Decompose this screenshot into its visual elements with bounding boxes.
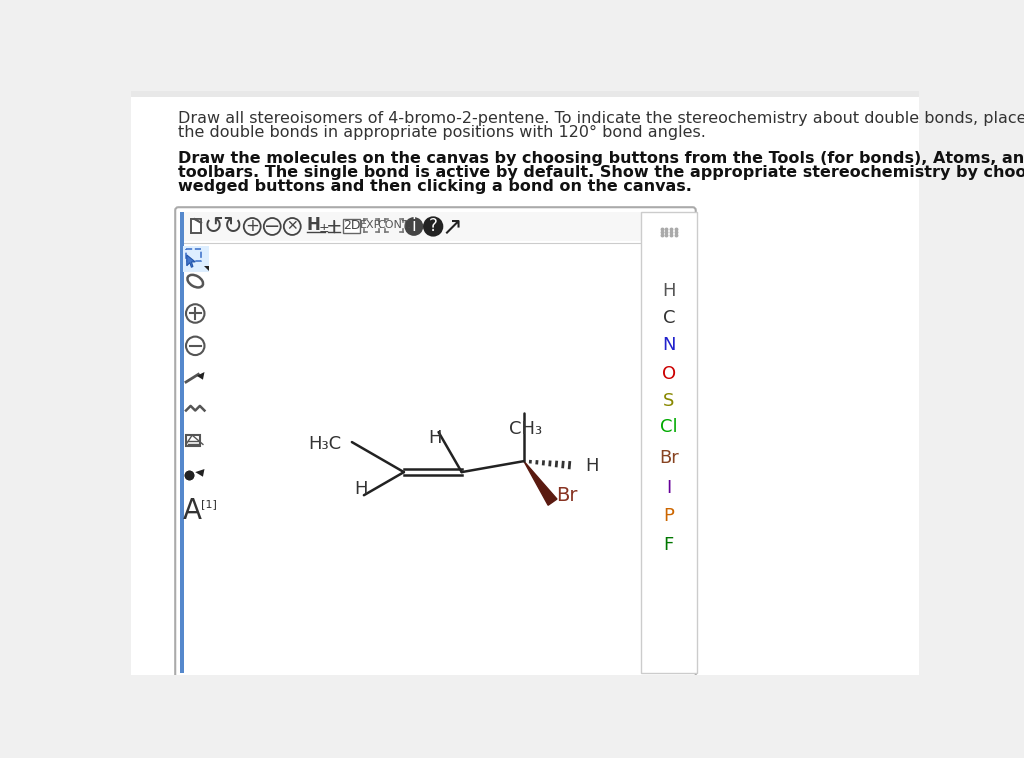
Text: −: −	[264, 217, 281, 236]
Bar	[186, 249, 202, 261]
Bar	[180, 211, 183, 673]
Bar	[131, 91, 920, 97]
Text: EXP.: EXP.	[360, 220, 383, 230]
Text: H: H	[354, 480, 368, 498]
Text: i: i	[412, 218, 416, 236]
Text: H: H	[586, 457, 599, 475]
Text: I: I	[667, 478, 672, 496]
Text: ↻: ↻	[222, 215, 242, 239]
Text: H₃C: H₃C	[308, 434, 341, 453]
Text: Draw the molecules on the canvas by choosing buttons from the Tools (for bonds),: Draw the molecules on the canvas by choo…	[178, 151, 1024, 166]
Polygon shape	[204, 266, 209, 271]
Text: H: H	[429, 429, 442, 447]
Bar	[183, 246, 209, 272]
Text: 2D: 2D	[343, 219, 360, 232]
Text: [1]: [1]	[202, 499, 217, 509]
Text: Draw all stereoisomers of 4-bromo-2-pentene. To indicate the stereochemistry abo: Draw all stereoisomers of 4-bromo-2-pent…	[178, 111, 1024, 126]
Polygon shape	[195, 219, 202, 223]
Text: C: C	[663, 309, 675, 327]
Text: Cl: Cl	[660, 418, 678, 437]
Text: the double bonds in appropriate positions with 120° bond angles.: the double bonds in appropriate position…	[178, 125, 707, 140]
Text: H: H	[307, 216, 321, 234]
Polygon shape	[197, 372, 205, 380]
FancyBboxPatch shape	[175, 207, 695, 678]
Text: CONT.: CONT.	[377, 220, 411, 230]
Polygon shape	[186, 255, 196, 268]
Text: wedged buttons and then clicking a bond on the canvas.: wedged buttons and then clicking a bond …	[178, 179, 692, 194]
Text: H: H	[663, 282, 676, 300]
FancyBboxPatch shape	[343, 219, 360, 233]
Text: toolbars. The single bond is active by default. Show the appropriate stereochemi: toolbars. The single bond is active by d…	[178, 165, 1024, 180]
Text: +: +	[326, 217, 342, 236]
Text: Br: Br	[556, 487, 578, 506]
Text: +: +	[246, 218, 259, 236]
Text: O: O	[662, 365, 676, 384]
Text: ±: ±	[318, 221, 329, 234]
Bar	[180, 211, 691, 241]
Circle shape	[406, 218, 422, 235]
Text: A: A	[182, 496, 202, 525]
Bar	[186, 435, 200, 446]
FancyBboxPatch shape	[190, 219, 202, 233]
Text: CH₃: CH₃	[509, 420, 542, 437]
Text: P: P	[664, 507, 674, 525]
Text: ✕: ✕	[287, 220, 298, 233]
Bar	[641, 211, 696, 673]
Polygon shape	[524, 461, 557, 506]
Text: ↺: ↺	[204, 215, 223, 239]
Text: S: S	[664, 391, 675, 409]
Text: F: F	[664, 536, 674, 554]
Text: ?: ?	[429, 218, 437, 236]
Polygon shape	[196, 469, 205, 477]
Text: N: N	[663, 336, 676, 354]
Circle shape	[424, 218, 442, 236]
Text: Br: Br	[658, 449, 679, 467]
Text: ↗: ↗	[442, 216, 463, 240]
